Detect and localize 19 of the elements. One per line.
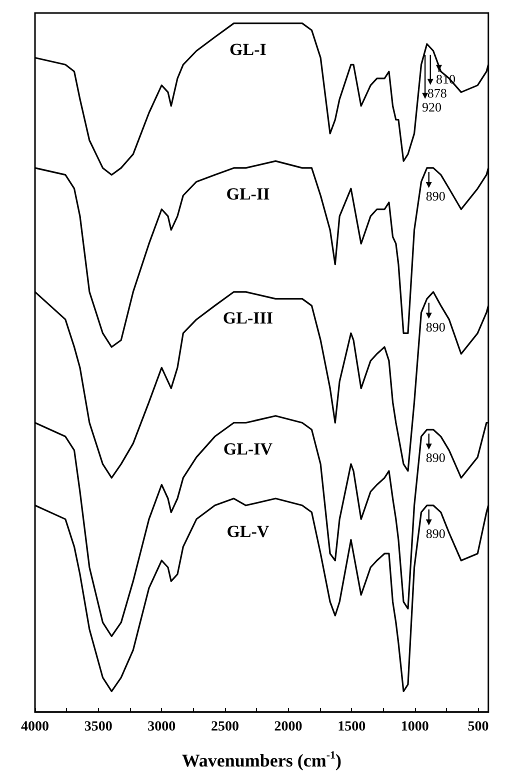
- series-label: GL-II: [226, 184, 270, 204]
- x-tick-label: 2500: [210, 720, 239, 734]
- series-label: GL-III: [222, 308, 274, 328]
- annotation: 920: [422, 99, 442, 114]
- series-label: GL-IV: [223, 439, 274, 458]
- x-tick-label: 1000: [400, 720, 429, 734]
- x-tick-label: 3000: [148, 720, 176, 734]
- series-label: GL-I: [230, 40, 267, 59]
- x-tick-label: 3500: [84, 720, 112, 734]
- x-tick-label: 500: [468, 720, 489, 734]
- annotation: 878: [427, 85, 447, 100]
- annotation: 890: [426, 319, 446, 334]
- x-tick-label: 4000: [21, 720, 49, 734]
- annotation: 890: [426, 526, 446, 541]
- x-tick-label: 2000: [274, 720, 302, 734]
- annotation: 890: [426, 450, 446, 466]
- x-tick-label: 1500: [338, 720, 366, 734]
- annotation: 890: [426, 188, 446, 204]
- series-label: GL-V: [226, 522, 270, 541]
